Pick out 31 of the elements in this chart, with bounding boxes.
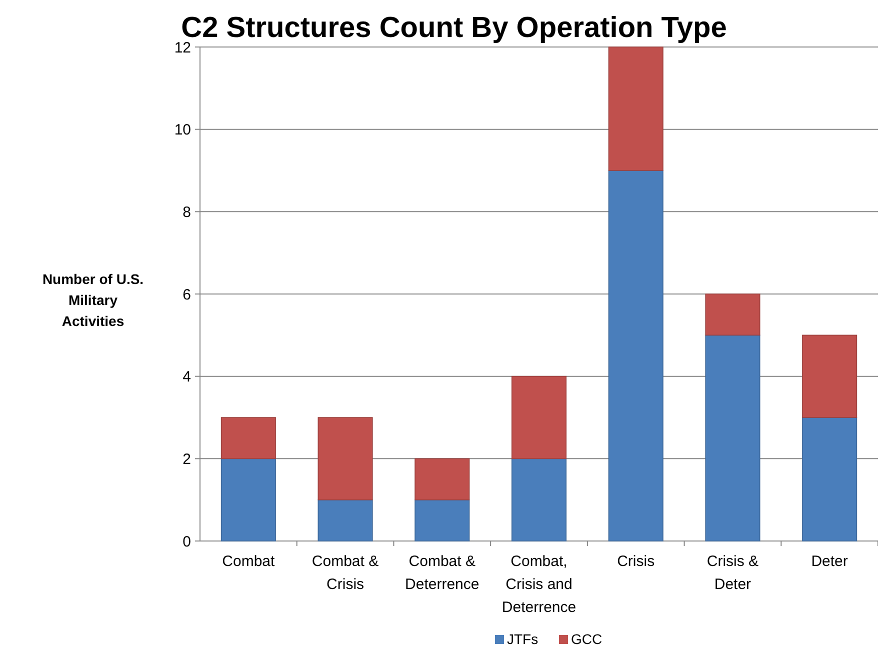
bar — [318, 417, 373, 500]
y-tick-label: 2 — [182, 450, 191, 468]
bar — [705, 294, 760, 336]
y-tick-label: 4 — [182, 368, 191, 386]
bar — [608, 46, 664, 171]
y-tick-label: 6 — [182, 286, 191, 304]
bar — [511, 458, 567, 542]
bar — [608, 170, 664, 542]
x-tick-label: Deter — [811, 553, 848, 570]
bar — [802, 334, 858, 418]
bar — [802, 417, 858, 542]
legend-label: JTFs — [507, 631, 538, 647]
y-tick-label: 10 — [174, 122, 191, 139]
y-axis-title: Number of U.S. Military Activities — [42, 271, 144, 329]
legend-label: GCC — [571, 631, 602, 647]
bar — [511, 376, 567, 460]
bar — [220, 458, 276, 542]
x-tick-label: Crisis — [617, 553, 655, 570]
bar — [414, 499, 470, 542]
x-tick-label: Combat & Crisis — [312, 553, 379, 593]
bar — [414, 458, 470, 500]
x-tick-label: Crisis & Deter — [706, 553, 759, 593]
x-tick-label: Combat, Crisis and Deterrence — [502, 553, 576, 616]
bar — [220, 417, 276, 460]
bar — [705, 334, 760, 542]
x-tick-label: Combat & Deterrence — [405, 553, 480, 593]
y-tick-label: 8 — [182, 204, 191, 221]
y-tick-label: 12 — [174, 39, 191, 56]
x-tick-label: Combat — [222, 553, 276, 570]
bar — [318, 499, 373, 542]
y-tick-label: 0 — [182, 533, 191, 550]
